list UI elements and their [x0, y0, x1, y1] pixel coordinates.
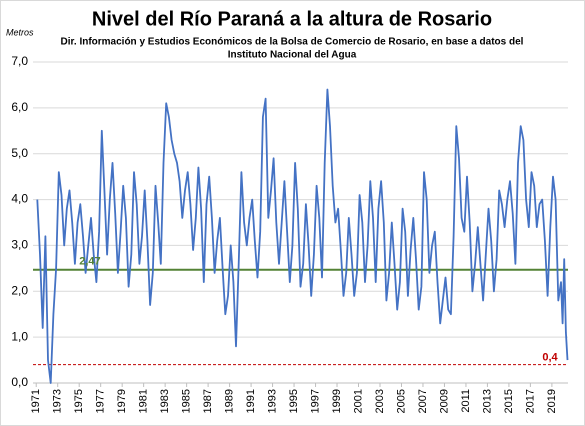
x-tick-label: 1981 [138, 389, 150, 413]
x-tick-label: 2005 [395, 389, 407, 413]
y-tick-label: 1,0 [11, 329, 28, 343]
x-tick-label: 2009 [438, 389, 450, 413]
x-tick-label: 1973 [52, 389, 64, 413]
mean-label: 2,47 [79, 256, 100, 268]
chart-title: Nivel del Río Paraná a la altura de Rosa… [92, 8, 492, 30]
x-tick-label: 2017 [524, 389, 536, 413]
x-tick-label: 2015 [503, 389, 515, 413]
x-tick-label: 2019 [546, 389, 558, 413]
y-tick-label: 7,0 [11, 54, 28, 68]
y-tick-label: 3,0 [11, 238, 28, 252]
x-tick-label: 2011 [460, 389, 472, 413]
x-tick-label: 1979 [116, 389, 128, 413]
x-tick-label: 2013 [481, 389, 493, 413]
x-tick-label: 1983 [159, 389, 171, 413]
x-tick-label: 1975 [73, 389, 85, 413]
x-tick-label: 1995 [288, 389, 300, 413]
x-tick-label: 1977 [95, 389, 107, 413]
x-tick-label: 2001 [352, 389, 364, 413]
x-tick-label: 2007 [417, 389, 429, 413]
x-tick-label: 1999 [331, 389, 343, 413]
series-line [36, 88, 569, 384]
y-tick-label: 5,0 [11, 146, 28, 160]
subtitle: Dir. Información y Estudios Económicos d… [61, 37, 524, 48]
x-tick-label: 1987 [202, 389, 214, 413]
x-tick-label: 2003 [374, 389, 386, 413]
x-tick-label: 1993 [266, 389, 278, 413]
x-tick-label: 1991 [245, 389, 257, 413]
threshold-label: 0,4 [542, 352, 558, 364]
x-tick-label: 1985 [181, 389, 193, 413]
y-tick-label: 0,0 [11, 375, 28, 389]
x-tick-label: 1971 [30, 389, 42, 413]
y-tick-label: 2,0 [11, 283, 28, 297]
x-tick-label: 1989 [224, 389, 236, 413]
y-axis-label: Metros [6, 27, 34, 37]
y-tick-label: 4,0 [11, 192, 28, 206]
y-tick-label: 6,0 [11, 100, 28, 114]
subtitle: Instituto Nacional del Agua [228, 50, 357, 61]
x-tick-label: 1997 [309, 389, 321, 413]
